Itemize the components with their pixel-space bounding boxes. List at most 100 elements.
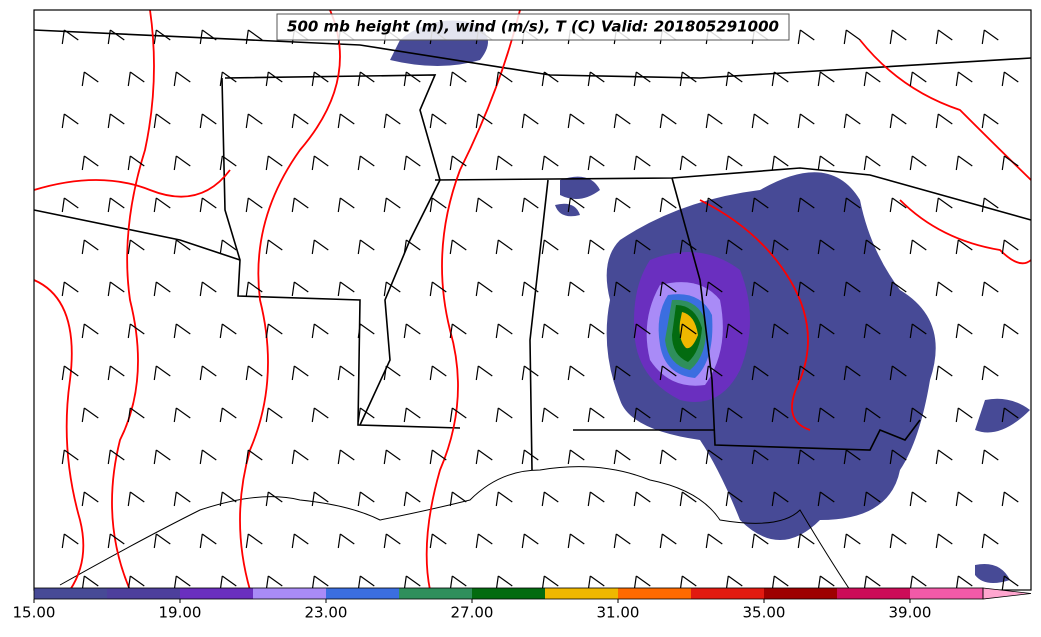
wind-barb	[337, 365, 355, 381]
wind-barb	[725, 491, 743, 507]
wind-barb	[817, 71, 835, 87]
wind-barb	[173, 239, 191, 255]
wind-barb	[751, 281, 769, 297]
wind-barb	[1001, 239, 1019, 255]
wind-barb	[107, 197, 125, 213]
wind-barb	[429, 449, 447, 465]
wind-barb	[245, 365, 263, 381]
wind-barb	[199, 29, 217, 45]
wind-barb	[81, 71, 99, 87]
wind-barb	[429, 533, 447, 549]
coastline	[59, 466, 851, 591]
wind-barb	[265, 239, 283, 255]
wind-barb	[475, 365, 493, 381]
wind-barb	[495, 407, 513, 423]
wind-barb	[863, 407, 881, 423]
wind-barb	[291, 281, 309, 297]
wind-barb	[587, 407, 605, 423]
wind-barb	[219, 491, 237, 507]
wind-barb	[843, 29, 861, 45]
wind-barb	[403, 323, 421, 339]
wind-barb	[495, 323, 513, 339]
wind-barb	[705, 281, 723, 297]
wind-barb	[843, 281, 861, 297]
wind-barb	[1001, 71, 1019, 87]
wind-barb	[245, 113, 263, 129]
wind-barb	[357, 239, 375, 255]
wind-barb	[567, 365, 585, 381]
wind-barb	[725, 155, 743, 171]
wind-barb	[127, 155, 145, 171]
wind-barb	[567, 197, 585, 213]
wind-barb	[909, 155, 927, 171]
wind-barb	[587, 155, 605, 171]
wind-barb	[107, 281, 125, 297]
wind-barb	[817, 491, 835, 507]
wind-barb	[935, 281, 953, 297]
wind-barb	[889, 533, 907, 549]
wind-barb	[797, 197, 815, 213]
wind-barb	[291, 449, 309, 465]
wind-barb	[449, 407, 467, 423]
wind-barb	[935, 365, 953, 381]
wind-barb	[863, 323, 881, 339]
wind-barb	[81, 407, 99, 423]
wind-barb	[935, 197, 953, 213]
wind-barb	[357, 491, 375, 507]
wind-barb	[843, 449, 861, 465]
wind-barb	[219, 407, 237, 423]
wind-barb	[383, 281, 401, 297]
colorbar-tick-label: 27.00	[451, 604, 494, 622]
wind-barb	[725, 407, 743, 423]
wind-barb	[449, 71, 467, 87]
wind-barb	[475, 113, 493, 129]
colorbar-segment	[910, 588, 983, 599]
wind-barb	[521, 113, 539, 129]
wind-barb	[797, 365, 815, 381]
wind-barb	[127, 239, 145, 255]
wind-barb	[567, 533, 585, 549]
wind-barb	[955, 491, 973, 507]
wind-barb	[153, 113, 171, 129]
wind-barb	[567, 449, 585, 465]
wind-barb	[495, 71, 513, 87]
wind-barb	[1001, 323, 1019, 339]
wind-barb	[291, 113, 309, 129]
wind-barb	[403, 71, 421, 87]
wind-barb	[219, 323, 237, 339]
wind-barb	[521, 197, 539, 213]
wind-barb	[935, 533, 953, 549]
colorbar-segment	[326, 588, 399, 599]
wind-barb	[633, 323, 651, 339]
wind-barb	[955, 155, 973, 171]
wind-barb	[219, 71, 237, 87]
wind-barb	[107, 449, 125, 465]
wind-barb	[909, 239, 927, 255]
wind-barb	[61, 281, 79, 297]
wind-barb	[429, 281, 447, 297]
wind-barb	[659, 281, 677, 297]
wind-barb	[153, 533, 171, 549]
wind-barb	[173, 155, 191, 171]
wind-barb	[81, 155, 99, 171]
wind-barb	[61, 365, 79, 381]
wind-barb	[797, 281, 815, 297]
wind-barb	[127, 71, 145, 87]
wind-barb	[843, 113, 861, 129]
wind-barb	[771, 239, 789, 255]
wind-barb	[107, 113, 125, 129]
wind-barb	[955, 407, 973, 423]
wind-barb	[771, 71, 789, 87]
wind-barb	[705, 365, 723, 381]
wind-barb	[679, 71, 697, 87]
wind-barb	[613, 113, 631, 129]
wind-barb	[199, 197, 217, 213]
wind-barb	[613, 533, 631, 549]
wind-barb	[495, 155, 513, 171]
wind-barb	[475, 533, 493, 549]
wind-barb	[633, 491, 651, 507]
wind-barb	[291, 197, 309, 213]
wind-barb	[587, 491, 605, 507]
wind-barb	[863, 71, 881, 87]
